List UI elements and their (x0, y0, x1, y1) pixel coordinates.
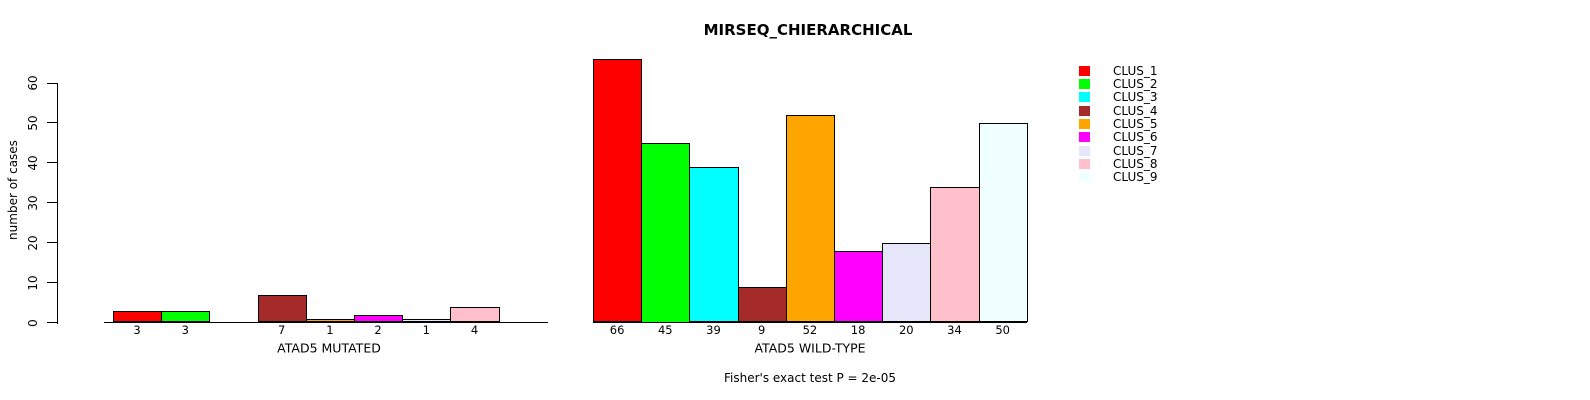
bar-value-label: 20 (898, 323, 914, 337)
legend-label-clus_3: CLUS_3 (1113, 90, 1158, 105)
bar-clus_8 (450, 306, 500, 323)
y-tick-label: 20 (26, 235, 40, 251)
y-tick (47, 282, 57, 284)
x-axis-line-wildtype (593, 322, 1027, 323)
y-tick-label: 40 (26, 155, 40, 171)
bar-value-label: 34 (947, 323, 962, 337)
fisher-test-annotation: Fisher's exact test P = 2e-05 (723, 371, 897, 385)
y-tick (47, 82, 57, 84)
legend-label-clus_8: CLUS_8 (1113, 156, 1158, 171)
bar-value-label: 9 (758, 323, 766, 337)
bar-clus_3 (689, 166, 739, 323)
bar-value-label: 66 (609, 323, 625, 337)
legend-label-clus_4: CLUS_4 (1113, 103, 1158, 118)
bar-clus_6 (834, 250, 884, 323)
legend-label-clus_7: CLUS_7 (1113, 143, 1158, 158)
y-tick-label: 0 (26, 318, 40, 327)
bar-value-label: 4 (470, 323, 479, 337)
legend-label-clus_6: CLUS_6 (1113, 130, 1158, 145)
bar-clus_4 (257, 294, 307, 323)
legend-swatch-clus_5 (1079, 118, 1090, 129)
bar-clus_4 (737, 286, 787, 323)
legend-swatch-clus_4 (1079, 105, 1090, 116)
y-axis-label: number of cases (6, 140, 20, 240)
legend-swatch-clus_6 (1079, 132, 1090, 143)
bar-clus_8 (930, 186, 980, 323)
bar-clus_6 (354, 314, 404, 323)
bar-value-label: 39 (706, 323, 721, 337)
bar-clus_5 (785, 114, 835, 323)
y-tick-label: 50 (26, 115, 40, 131)
bar-clus_1 (113, 310, 163, 323)
legend-swatch-clus_1 (1079, 65, 1090, 76)
y-tick-label: 10 (26, 274, 40, 291)
y-tick (47, 322, 57, 323)
legend-swatch-clus_8 (1079, 158, 1090, 169)
bar-clus_2 (161, 310, 211, 323)
bar-clus_7 (402, 318, 452, 323)
legend-swatch-clus_2 (1079, 78, 1090, 89)
legend-swatch-clus_9 (1079, 172, 1090, 183)
legend-label-clus_5: CLUS_5 (1113, 116, 1158, 131)
bar-value-label: 3 (181, 323, 189, 337)
bar-clus_5 (305, 318, 355, 323)
bar-value-label: 18 (850, 323, 866, 337)
bar-clus_2 (641, 142, 691, 323)
bar-clus_9 (978, 122, 1028, 323)
x-axis-label-wildtype: ATAD5 WILD-TYPE (754, 340, 866, 356)
bar-value-label: 50 (995, 323, 1011, 337)
bar-clus_1 (593, 59, 643, 323)
bar-clus_7 (882, 242, 932, 323)
bar-value-label: 3 (133, 323, 141, 337)
legend-swatch-clus_7 (1079, 145, 1090, 156)
x-axis-line-mutated (104, 322, 548, 323)
y-axis-line (57, 83, 58, 324)
y-tick (47, 122, 57, 124)
y-tick (47, 202, 57, 204)
y-tick-label: 30 (26, 195, 40, 211)
bar-value-label: 1 (422, 323, 430, 337)
legend-label-clus_1: CLUS_1 (1113, 63, 1158, 78)
x-axis-label-mutated: ATAD5 MUTATED (277, 340, 381, 356)
y-tick-label: 60 (26, 75, 40, 91)
bar-value-label: 7 (278, 323, 286, 337)
y-tick (47, 162, 57, 164)
bar-value-label: 1 (326, 323, 334, 337)
bar-value-label: 52 (802, 323, 818, 337)
bar-value-label: 2 (374, 323, 382, 337)
legend-label-clus_2: CLUS_2 (1113, 76, 1158, 91)
bar-value-label: 45 (657, 323, 673, 337)
y-tick (47, 242, 57, 244)
chart-title: MIRSEQ_CHIERARCHICAL (703, 21, 913, 39)
legend-label-clus_9: CLUS_9 (1113, 170, 1158, 185)
legend-swatch-clus_3 (1079, 92, 1090, 103)
